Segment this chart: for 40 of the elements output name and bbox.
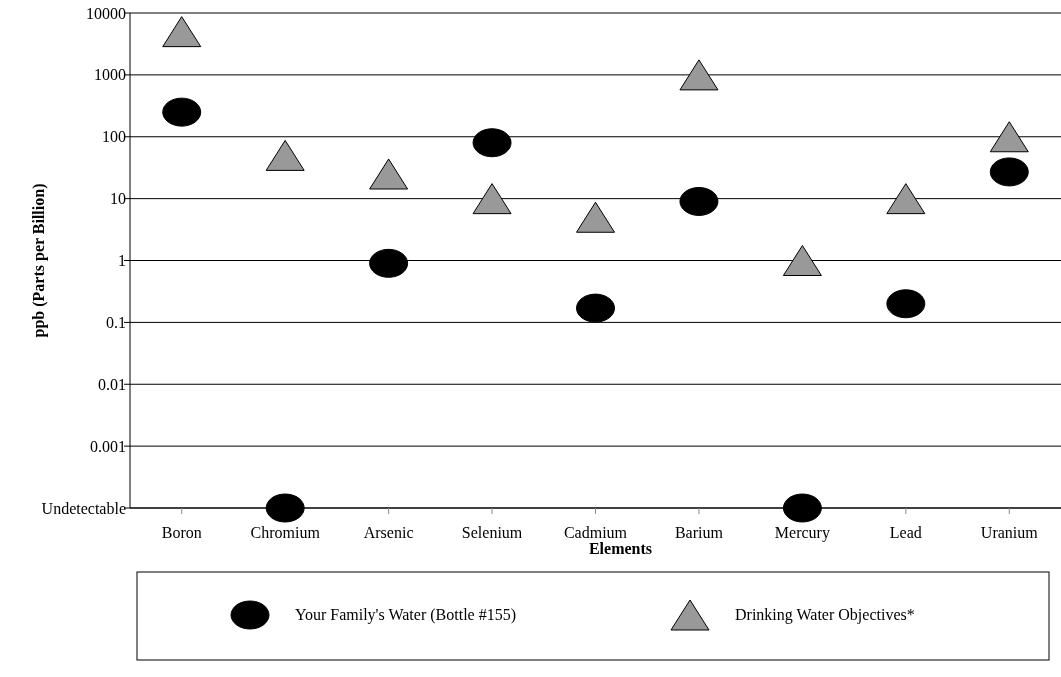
point (886, 289, 926, 319)
point (989, 157, 1029, 187)
point (576, 201, 615, 233)
x-tick-label: Selenium (461, 524, 523, 541)
x-tick-label: Barium (674, 524, 724, 541)
y-axis-title: ppb (Parts per Billion) (30, 183, 48, 338)
point (679, 59, 719, 91)
x-axis-title: Elements (588, 540, 653, 557)
y-tick-label: Undetectable (41, 499, 126, 517)
point (576, 293, 615, 323)
point (162, 16, 202, 48)
legend-label: Your Family's Water (Bottle #155) (295, 606, 516, 624)
point (369, 158, 409, 190)
y-tick-label: 0.01 (98, 375, 126, 393)
x-tick-label: Cadmium (563, 524, 628, 541)
point (886, 183, 926, 215)
y-tick-label: 10 (110, 190, 126, 208)
x-tick-label: Lead (889, 524, 922, 541)
point (265, 139, 305, 171)
y-tick-label: 100 (102, 128, 126, 146)
point (782, 245, 822, 276)
x-tick-label: Boron (161, 524, 202, 541)
x-tick-label: Chromium (250, 524, 321, 541)
y-tick-label: 0.1 (106, 313, 126, 331)
point (679, 186, 719, 216)
point (782, 493, 822, 523)
x-tick-label: Arsenic (363, 524, 414, 541)
x-tick-label: Mercury (774, 524, 830, 542)
y-tick-label: 1 (118, 252, 126, 270)
point (472, 128, 512, 158)
point (162, 97, 202, 127)
x-tick-label: Uranium (980, 524, 1039, 541)
point (369, 248, 409, 278)
point (472, 183, 512, 215)
legend-label: Drinking Water Objectives* (735, 606, 915, 624)
y-tick-label: 1000 (94, 66, 126, 84)
point (265, 493, 305, 523)
point (989, 121, 1029, 153)
y-tick-label: 0.001 (90, 437, 126, 455)
y-tick-label: 10000 (86, 4, 126, 22)
